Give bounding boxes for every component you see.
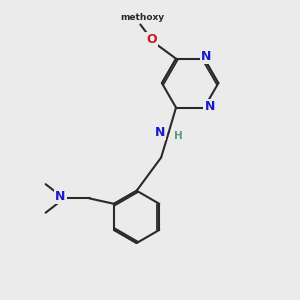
Text: N: N [55, 190, 66, 203]
Text: N: N [204, 100, 215, 113]
Text: N: N [200, 50, 211, 63]
Text: O: O [146, 33, 157, 46]
Text: N: N [155, 126, 165, 139]
Text: methoxy: methoxy [120, 13, 164, 22]
Text: H: H [174, 131, 182, 141]
